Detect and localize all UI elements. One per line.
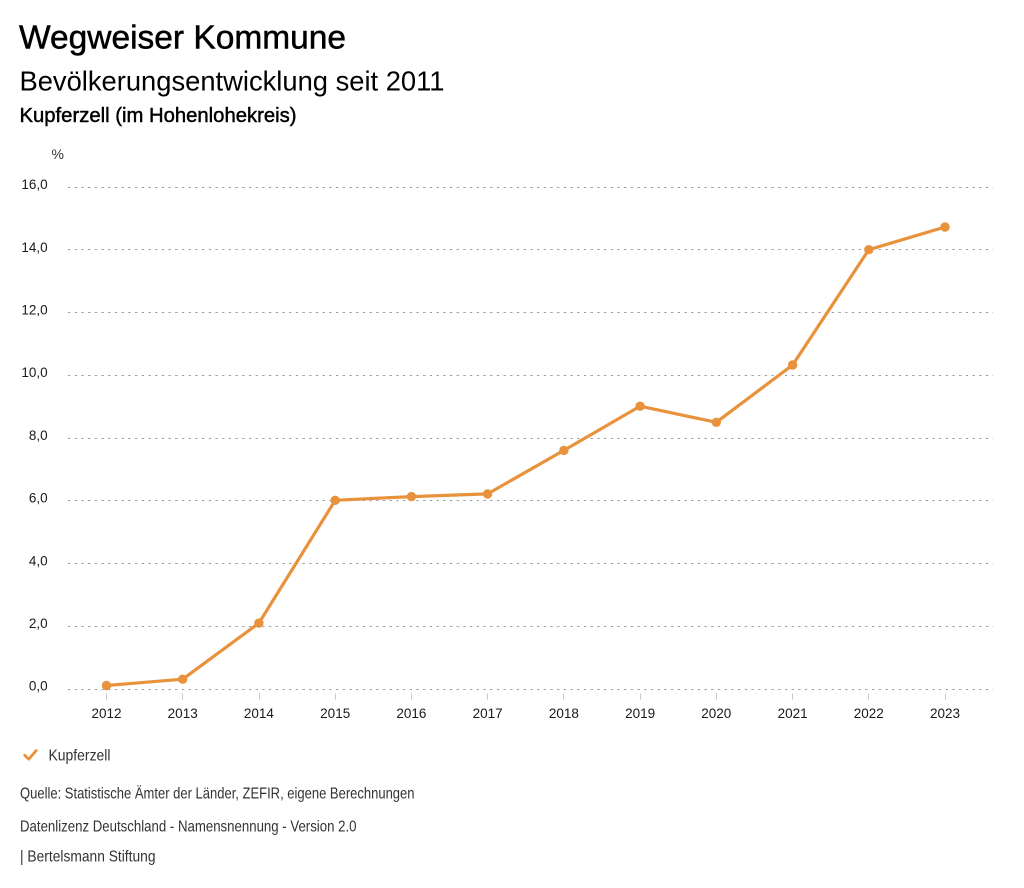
svg-text:2020: 2020 bbox=[701, 706, 731, 721]
svg-text:0,0: 0,0 bbox=[29, 679, 48, 694]
svg-text:2019: 2019 bbox=[625, 706, 655, 721]
svg-text:%: % bbox=[52, 146, 64, 162]
svg-text:2022: 2022 bbox=[854, 706, 884, 721]
svg-text:2012: 2012 bbox=[91, 706, 121, 721]
svg-text:2016: 2016 bbox=[396, 706, 426, 721]
svg-text:16,0: 16,0 bbox=[21, 177, 47, 192]
svg-text:Kupferzell: Kupferzell bbox=[49, 748, 111, 765]
svg-text:2015: 2015 bbox=[320, 706, 350, 721]
svg-text:2017: 2017 bbox=[473, 706, 503, 721]
svg-text:Kupferzell (im Hohenlohekreis): Kupferzell (im Hohenlohekreis) bbox=[20, 105, 297, 127]
svg-text:10,0: 10,0 bbox=[21, 365, 47, 380]
svg-text:2018: 2018 bbox=[549, 706, 579, 721]
svg-text:Quelle: Statistische Ämter der: Quelle: Statistische Ämter der Länder, Z… bbox=[20, 784, 415, 802]
svg-text:Wegweiser Kommune: Wegweiser Kommune bbox=[19, 19, 346, 56]
svg-text:Bevölkerungsentwicklung seit 2: Bevölkerungsentwicklung seit 2011 bbox=[20, 65, 445, 96]
svg-text:2023: 2023 bbox=[930, 706, 960, 721]
svg-text:4,0: 4,0 bbox=[29, 553, 48, 568]
svg-text:2013: 2013 bbox=[168, 706, 198, 721]
svg-text:Datenlizenz Deutschland - Name: Datenlizenz Deutschland - Namensnennung … bbox=[20, 819, 357, 836]
svg-text:| Bertelsmann Stiftung: | Bertelsmann Stiftung bbox=[20, 849, 156, 866]
svg-text:8,0: 8,0 bbox=[29, 428, 48, 443]
svg-text:6,0: 6,0 bbox=[29, 491, 48, 506]
svg-text:12,0: 12,0 bbox=[21, 303, 47, 318]
svg-text:2,0: 2,0 bbox=[29, 616, 48, 631]
svg-text:2021: 2021 bbox=[778, 706, 808, 721]
svg-text:2014: 2014 bbox=[244, 706, 275, 721]
svg-text:14,0: 14,0 bbox=[21, 240, 47, 255]
